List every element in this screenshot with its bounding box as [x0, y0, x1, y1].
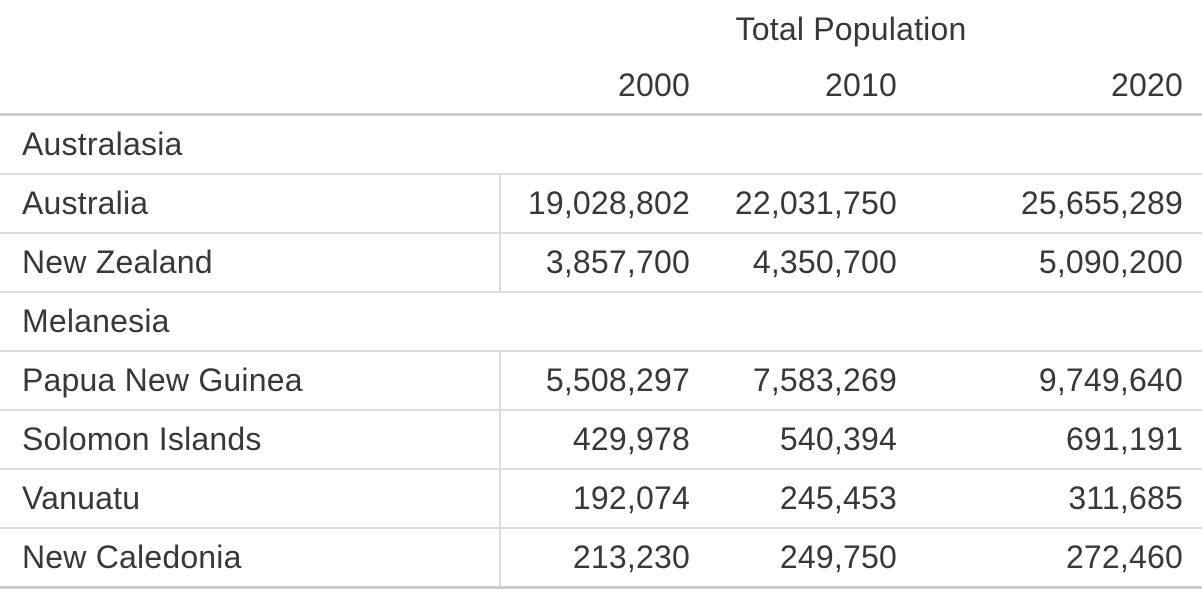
- year-column-header-2020: 2020: [911, 58, 1202, 116]
- country-column-spacer: [0, 58, 500, 116]
- value-cell-2000: 19,028,802: [500, 174, 704, 234]
- table-row-australia: Australia 19,028,802 22,031,750 25,655,2…: [0, 174, 1202, 234]
- group-header-melanesia: Melanesia: [0, 292, 1202, 352]
- table-row-new-caledonia: New Caledonia 213,230 249,750 272,460: [0, 528, 1202, 589]
- value-cell-2020: 311,685: [911, 469, 1202, 529]
- value-cell-2010: 249,750: [704, 528, 911, 589]
- country-cell: Solomon Islands: [0, 410, 501, 470]
- year-column-header-2010: 2010: [704, 58, 911, 116]
- group-header-label: Australasia: [0, 114, 1202, 175]
- corner-spacer: [0, 0, 500, 58]
- value-cell-2010: 4,350,700: [704, 233, 911, 293]
- value-cell-2010: 7,583,269: [704, 351, 911, 411]
- value-cell-2000: 5,508,297: [500, 351, 704, 411]
- country-cell: New Caledonia: [0, 528, 501, 589]
- table-row-solomon-islands: Solomon Islands 429,978 540,394 691,191: [0, 410, 1202, 470]
- value-cell-2000: 213,230: [500, 528, 704, 589]
- country-cell: Australia: [0, 174, 501, 234]
- value-cell-2000: 3,857,700: [500, 233, 704, 293]
- value-cell-2020: 272,460: [911, 528, 1202, 589]
- value-cell-2010: 540,394: [704, 410, 911, 470]
- table-row-vanuatu: Vanuatu 192,074 245,453 311,685: [0, 469, 1202, 529]
- table-row-new-zealand: New Zealand 3,857,700 4,350,700 5,090,20…: [0, 233, 1202, 293]
- value-cell-2020: 691,191: [911, 410, 1202, 470]
- value-cell-2000: 429,978: [500, 410, 704, 470]
- value-cell-2010: 22,031,750: [704, 174, 911, 234]
- table-row-papua-new-guinea: Papua New Guinea 5,508,297 7,583,269 9,7…: [0, 351, 1202, 411]
- group-header-label: Melanesia: [0, 292, 1202, 352]
- value-cell-2020: 25,655,289: [911, 174, 1202, 234]
- value-cell-2010: 245,453: [704, 469, 911, 529]
- year-column-header-2000: 2000: [500, 58, 704, 116]
- title-row: Total Population: [0, 0, 1202, 58]
- year-header-row: 2000 2010 2020: [0, 58, 1202, 116]
- table-header: Total Population 2000 2010 2020: [0, 0, 1202, 116]
- value-cell-2020: 9,749,640: [911, 351, 1202, 411]
- value-cell-2000: 192,074: [500, 469, 704, 529]
- group-header-australasia: Australasia: [0, 114, 1202, 175]
- table-body: Australasia Australia 19,028,802 22,031,…: [0, 114, 1202, 589]
- country-cell: Vanuatu: [0, 469, 501, 529]
- value-cell-2020: 5,090,200: [911, 233, 1202, 293]
- country-cell: Papua New Guinea: [0, 351, 501, 411]
- country-cell: New Zealand: [0, 233, 501, 293]
- table-title: Total Population: [735, 10, 967, 47]
